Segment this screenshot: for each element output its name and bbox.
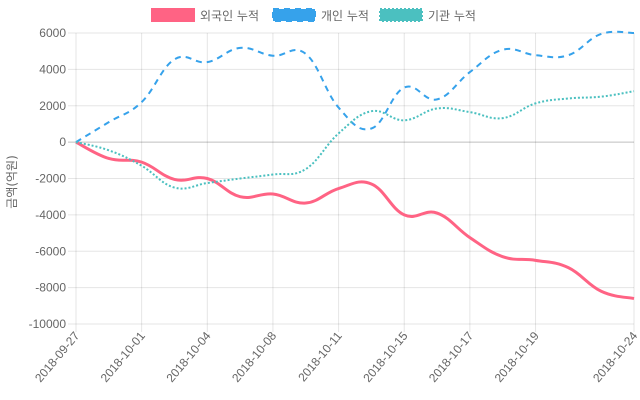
legend-swatch-2 [379, 8, 423, 22]
y-tick-label: 4000 [39, 62, 66, 76]
x-tick-label: 2018-10-08 [229, 329, 279, 385]
legend-label-0: 외국인 누적 [200, 9, 259, 23]
y-tick-label: 6000 [39, 26, 66, 40]
series-line-1 [75, 30, 635, 143]
series-lines [75, 30, 635, 301]
legend: 외국인 누적 개인 누적 기관 누적 [151, 8, 476, 23]
x-tick-label: 2018-10-19 [492, 329, 542, 385]
y-tick-label: -6000 [35, 244, 66, 258]
x-tick-label: 2018-10-15 [360, 329, 410, 385]
y-axis: 6000 4000 2000 0 -2000 -4000 -6000 -8000 -10000 [29, 26, 67, 331]
y-tick-label: -4000 [35, 208, 66, 222]
y-axis-title: 금액(억원) [5, 155, 19, 209]
y-tick-label: -2000 [35, 172, 66, 186]
x-tick-label: 2018-09-27 [32, 329, 82, 385]
x-tick-label: 2018-10-04 [163, 329, 213, 385]
y-tick-label: -10000 [29, 317, 67, 331]
grid [68, 32, 635, 332]
x-axis: 2018-09-27 2018-10-01 2018-10-04 2018-10-08… [32, 329, 640, 385]
x-tick-label: 2018-10-17 [426, 329, 476, 385]
x-tick-label: 2018-10-24 [590, 329, 640, 385]
legend-swatch-1 [272, 8, 316, 22]
series-line-0 [75, 140, 635, 301]
y-tick-label: -8000 [35, 281, 66, 295]
y-tick-label: 2000 [39, 99, 66, 113]
legend-label-1: 개인 누적 [321, 9, 369, 23]
x-tick-label: 2018-10-01 [98, 329, 148, 385]
x-tick-label: 2018-10-11 [295, 329, 345, 385]
series-line-2 [75, 90, 635, 190]
legend-label-2: 기관 누적 [428, 9, 476, 23]
legend-swatch-0 [151, 8, 195, 22]
y-tick-label: 0 [59, 135, 66, 149]
